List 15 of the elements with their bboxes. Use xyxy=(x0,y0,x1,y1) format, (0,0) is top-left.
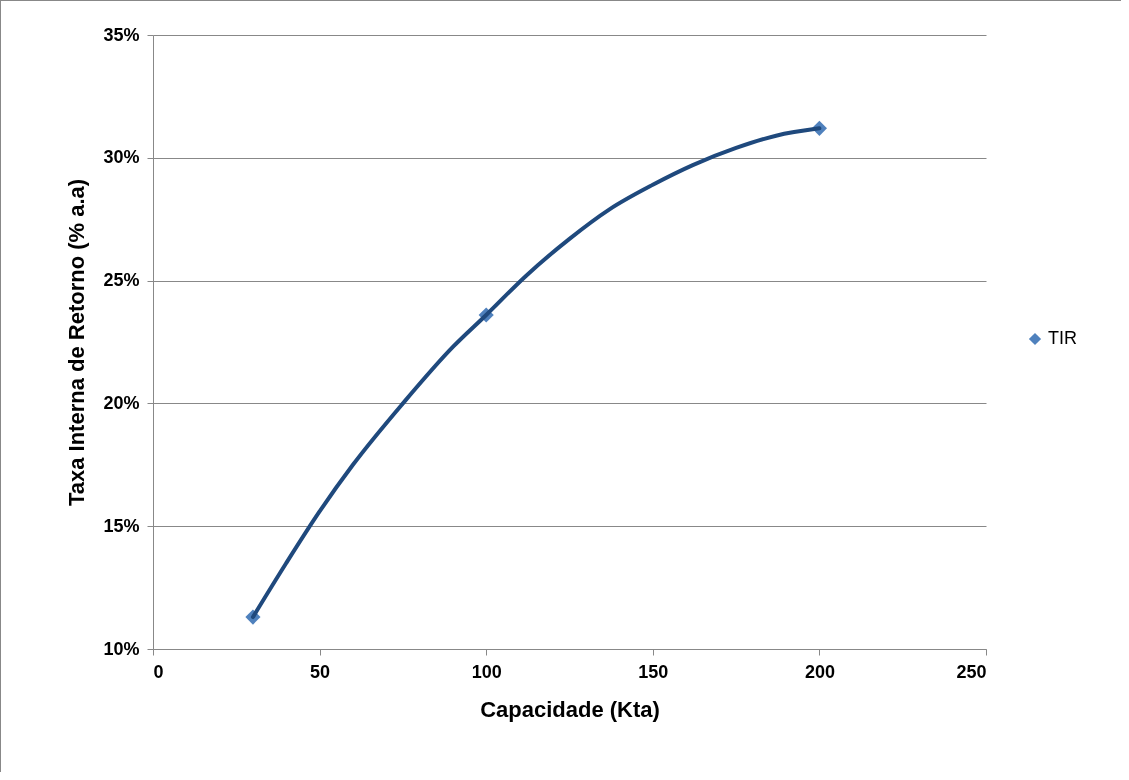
x-tick-label: 150 xyxy=(638,661,669,682)
x-axis-title: Capacidade (Kta) xyxy=(480,696,660,722)
x-tick-label: 50 xyxy=(310,661,331,682)
x-tick-label: 200 xyxy=(804,661,835,682)
x-tick-label: 0 xyxy=(153,661,164,682)
y-tick-label: 10% xyxy=(103,638,140,659)
y-tick-label: 35% xyxy=(103,24,140,45)
y-tick-label: 30% xyxy=(103,147,140,168)
legend-label: TIR xyxy=(1048,328,1077,348)
y-axis-title: Taxa Interna de Retorno (% a.a) xyxy=(64,178,90,507)
x-tick-label: 100 xyxy=(471,661,502,682)
y-tick-label: 15% xyxy=(103,515,140,536)
y-tick-label: 25% xyxy=(103,270,140,291)
x-tick-label: 250 xyxy=(956,661,987,682)
y-tick-label: 20% xyxy=(103,392,140,413)
